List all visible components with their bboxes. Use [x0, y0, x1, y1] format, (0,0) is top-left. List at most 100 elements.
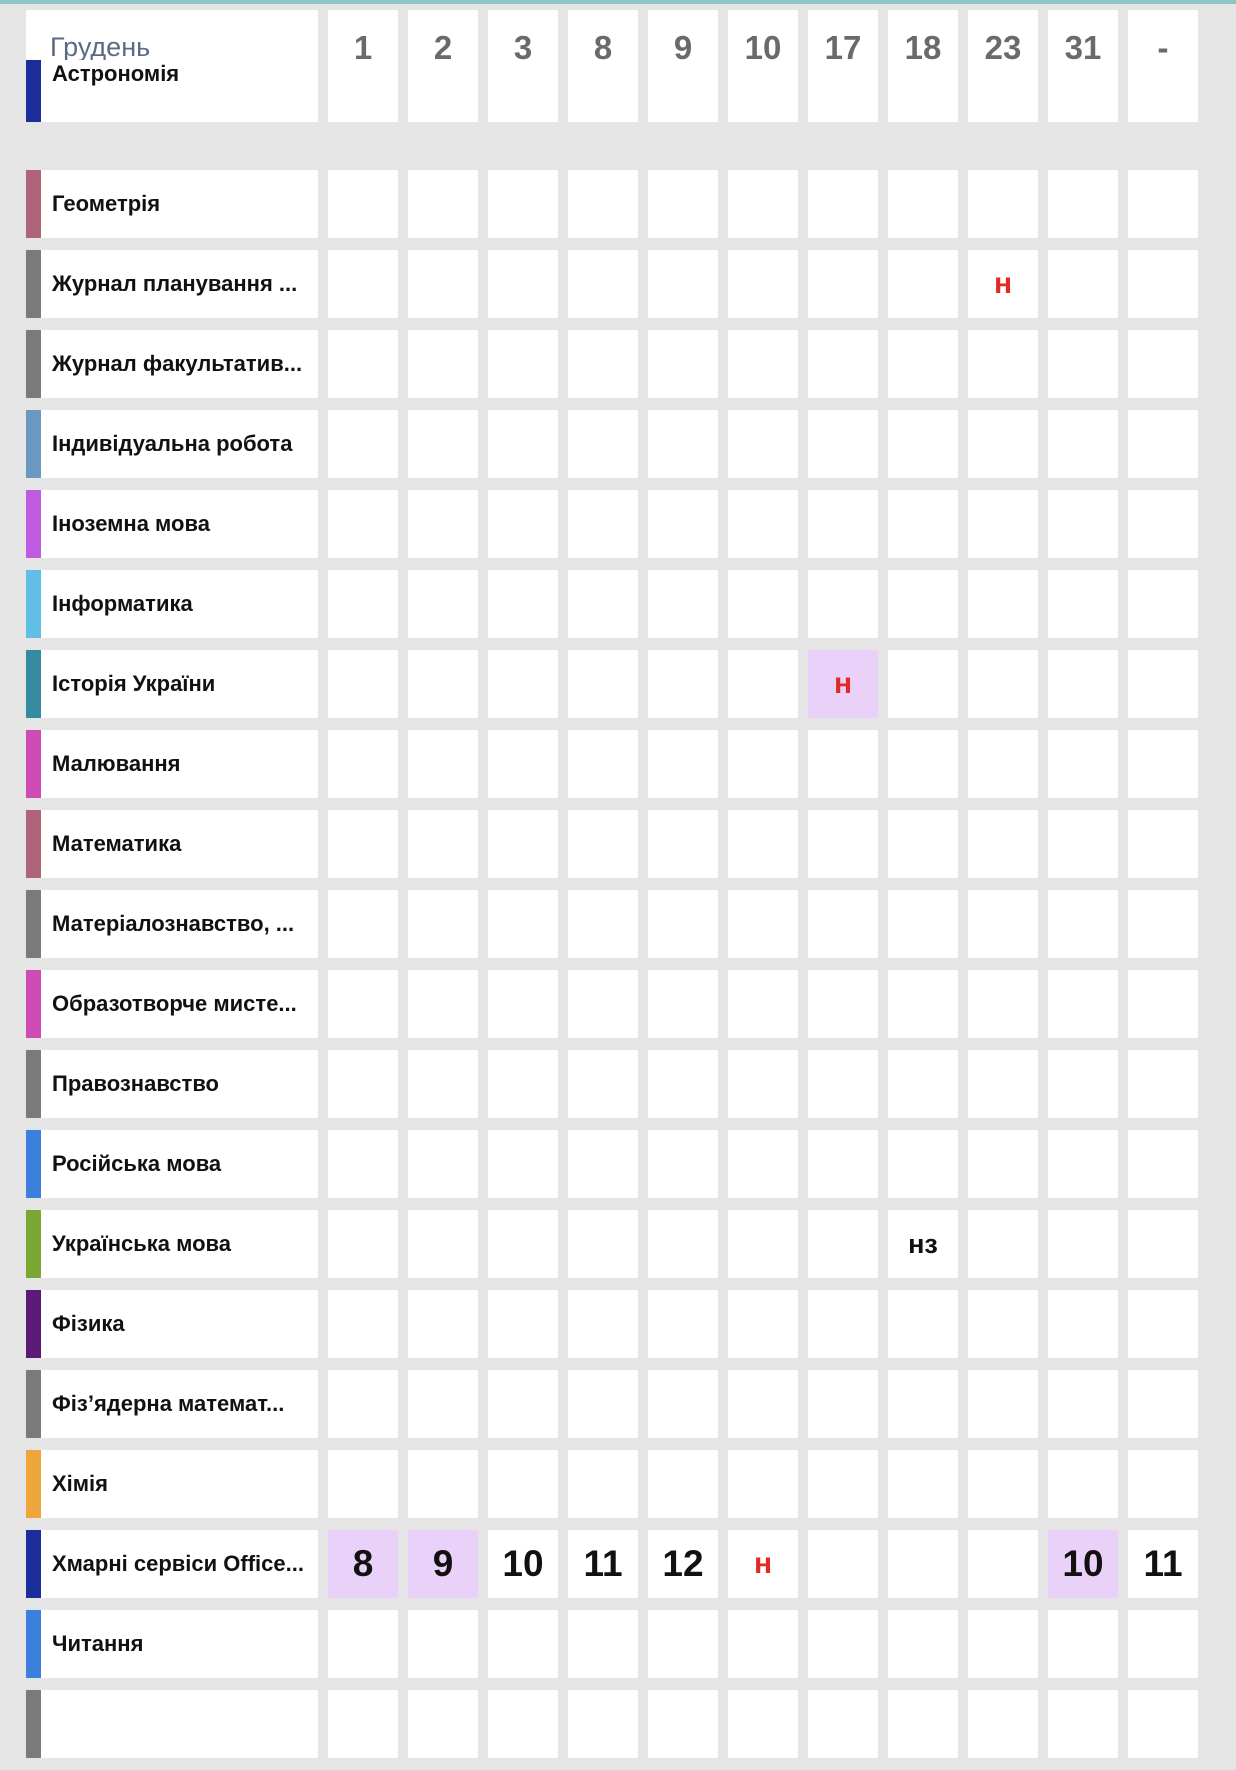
subject-row-label[interactable]: Фіз’ядерна математ... — [26, 1370, 318, 1438]
grade-cell[interactable] — [888, 890, 958, 958]
grade-cell[interactable] — [328, 810, 398, 878]
grade-cell[interactable] — [488, 1050, 558, 1118]
subject-row-label[interactable]: Хімія — [26, 1450, 318, 1518]
grade-cell[interactable]: нз — [888, 1210, 958, 1278]
grade-cell[interactable] — [888, 1130, 958, 1198]
grade-cell[interactable] — [808, 570, 878, 638]
grade-cell[interactable] — [408, 890, 478, 958]
subject-row-label[interactable]: Правознавство — [26, 1050, 318, 1118]
grade-cell[interactable] — [968, 1690, 1038, 1758]
grade-cell[interactable] — [488, 1210, 558, 1278]
subject-row-label[interactable]: Індивідуальна робота — [26, 410, 318, 478]
grade-cell[interactable] — [488, 170, 558, 238]
grade-cell[interactable] — [648, 330, 718, 398]
grade-cell[interactable] — [808, 1370, 878, 1438]
grade-cell[interactable] — [728, 970, 798, 1038]
grade-cell[interactable] — [1048, 330, 1118, 398]
grade-cell[interactable] — [488, 60, 558, 122]
grade-cell[interactable] — [408, 970, 478, 1038]
grade-cell[interactable] — [968, 410, 1038, 478]
grade-cell[interactable] — [328, 1290, 398, 1358]
grade-cell[interactable] — [328, 1610, 398, 1678]
grade-cell[interactable] — [1128, 1210, 1198, 1278]
grade-cell[interactable] — [1048, 1690, 1118, 1758]
grade-cell[interactable] — [568, 810, 638, 878]
subject-row-label[interactable]: Образотворче мисте... — [26, 970, 318, 1038]
grade-cell[interactable] — [808, 1530, 878, 1598]
grade-cell[interactable] — [328, 570, 398, 638]
grade-cell[interactable] — [328, 1370, 398, 1438]
grade-cell[interactable] — [1128, 490, 1198, 558]
grade-cell[interactable] — [408, 730, 478, 798]
grade-cell[interactable] — [968, 1290, 1038, 1358]
grade-cell[interactable] — [408, 1290, 478, 1358]
grade-cell[interactable] — [408, 60, 478, 122]
grade-cell[interactable] — [408, 330, 478, 398]
grade-cell[interactable] — [648, 1370, 718, 1438]
grade-cell[interactable] — [1128, 1610, 1198, 1678]
grade-cell[interactable] — [568, 730, 638, 798]
grade-cell[interactable] — [888, 1610, 958, 1678]
grade-cell[interactable] — [568, 1690, 638, 1758]
grade-cell[interactable] — [1048, 1370, 1118, 1438]
grade-cell[interactable] — [1048, 1290, 1118, 1358]
grade-cell[interactable] — [808, 1450, 878, 1518]
subject-row-label[interactable]: Матеріалознавство, ... — [26, 890, 318, 958]
subject-row-label[interactable]: Математика — [26, 810, 318, 878]
grade-cell[interactable] — [408, 1210, 478, 1278]
grade-cell[interactable] — [408, 570, 478, 638]
grade-cell[interactable] — [968, 1130, 1038, 1198]
grade-cell[interactable] — [728, 570, 798, 638]
grade-cell[interactable] — [1048, 490, 1118, 558]
grade-cell[interactable] — [488, 890, 558, 958]
grade-cell[interactable] — [888, 650, 958, 718]
subject-row-label[interactable]: Хмарні сервіси Office... — [26, 1530, 318, 1598]
grade-cell[interactable] — [328, 330, 398, 398]
grade-cell[interactable] — [488, 810, 558, 878]
grade-cell[interactable] — [808, 170, 878, 238]
grade-cell[interactable] — [328, 650, 398, 718]
grade-cell[interactable] — [968, 170, 1038, 238]
grade-cell[interactable] — [888, 1690, 958, 1758]
grade-cell[interactable] — [888, 490, 958, 558]
grade-cell[interactable] — [648, 1450, 718, 1518]
grade-cell[interactable] — [968, 570, 1038, 638]
grade-cell[interactable] — [488, 1610, 558, 1678]
grade-cell[interactable] — [648, 170, 718, 238]
grade-cell[interactable] — [568, 410, 638, 478]
grade-cell[interactable] — [328, 250, 398, 318]
grade-cell[interactable] — [728, 1690, 798, 1758]
grade-cell[interactable] — [1048, 810, 1118, 878]
grade-cell[interactable] — [968, 1370, 1038, 1438]
subject-row-label[interactable]: Журнал факультатив... — [26, 330, 318, 398]
grade-cell[interactable] — [328, 1210, 398, 1278]
grade-cell[interactable] — [648, 1130, 718, 1198]
grade-cell[interactable] — [808, 60, 878, 122]
grade-cell[interactable] — [888, 1050, 958, 1118]
grade-cell[interactable] — [808, 1050, 878, 1118]
grade-cell[interactable] — [648, 1690, 718, 1758]
grade-cell[interactable] — [408, 1450, 478, 1518]
grade-cell[interactable] — [728, 1450, 798, 1518]
grade-cell[interactable] — [408, 1130, 478, 1198]
grade-cell[interactable] — [488, 1450, 558, 1518]
grade-cell[interactable] — [808, 410, 878, 478]
grade-cell[interactable] — [648, 1290, 718, 1358]
grade-cell[interactable]: н — [728, 1530, 798, 1598]
grade-cell[interactable] — [888, 60, 958, 122]
grade-cell[interactable] — [1048, 730, 1118, 798]
grade-cell[interactable] — [488, 970, 558, 1038]
grade-cell[interactable] — [728, 1210, 798, 1278]
grade-cell[interactable] — [968, 810, 1038, 878]
grade-cell[interactable] — [728, 890, 798, 958]
grade-cell[interactable] — [488, 570, 558, 638]
grade-cell[interactable] — [728, 1370, 798, 1438]
subject-row-label[interactable]: Російська мова — [26, 1130, 318, 1198]
grade-cell[interactable] — [488, 650, 558, 718]
grade-cell[interactable] — [1048, 1130, 1118, 1198]
grade-cell[interactable] — [408, 1370, 478, 1438]
grade-cell[interactable] — [888, 1370, 958, 1438]
grade-cell[interactable] — [968, 730, 1038, 798]
grade-cell[interactable] — [328, 730, 398, 798]
subject-row-label[interactable]: Журнал планування ... — [26, 250, 318, 318]
